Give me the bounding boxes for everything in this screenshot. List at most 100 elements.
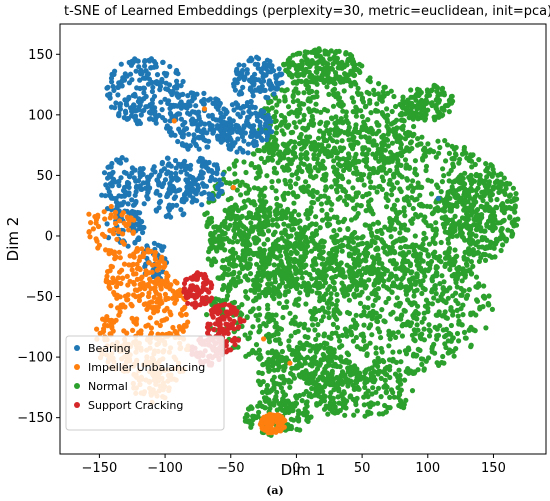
data-point xyxy=(376,256,382,262)
data-point xyxy=(383,389,389,395)
data-point xyxy=(195,187,201,194)
data-point xyxy=(407,140,414,146)
data-point xyxy=(332,178,338,184)
data-point xyxy=(292,139,298,145)
data-point xyxy=(354,273,360,279)
data-point xyxy=(183,142,189,148)
data-point xyxy=(339,393,345,399)
data-point xyxy=(301,112,307,118)
data-point xyxy=(213,296,219,302)
data-point xyxy=(291,200,297,206)
data-point xyxy=(453,346,459,352)
data-point xyxy=(388,271,394,277)
data-point xyxy=(309,231,316,237)
data-point xyxy=(249,79,255,85)
data-point xyxy=(366,277,372,283)
data-point xyxy=(199,163,205,169)
data-point xyxy=(431,295,437,301)
data-point xyxy=(282,94,288,100)
data-point xyxy=(452,247,458,253)
data-point xyxy=(469,158,475,164)
data-point xyxy=(260,74,266,80)
data-point xyxy=(433,154,439,160)
data-point xyxy=(241,123,247,129)
data-point xyxy=(311,155,317,162)
data-point xyxy=(322,187,328,193)
data-point xyxy=(307,284,313,290)
data-point xyxy=(373,142,380,148)
data-point xyxy=(448,93,454,100)
data-point xyxy=(245,295,251,301)
data-point xyxy=(257,323,263,329)
data-point xyxy=(226,211,232,217)
data-point xyxy=(421,367,427,373)
data-point xyxy=(257,312,263,318)
data-point xyxy=(309,363,315,369)
data-point xyxy=(310,189,316,195)
data-point xyxy=(385,131,391,137)
data-point xyxy=(290,276,296,282)
data-point xyxy=(469,187,475,193)
data-point xyxy=(482,207,488,213)
data-point xyxy=(317,128,323,134)
data-point xyxy=(198,169,204,175)
data-point xyxy=(375,220,382,226)
data-point xyxy=(473,241,479,247)
data-point xyxy=(137,77,143,83)
data-point xyxy=(255,170,261,176)
data-point xyxy=(315,168,321,174)
data-point xyxy=(287,346,293,352)
data-point xyxy=(361,304,367,310)
data-point xyxy=(408,244,414,250)
data-point xyxy=(257,193,263,199)
data-point xyxy=(464,256,470,262)
data-point xyxy=(295,193,301,199)
data-point xyxy=(384,364,390,371)
data-point xyxy=(429,87,435,93)
data-point xyxy=(148,65,154,71)
data-point xyxy=(344,333,350,339)
data-point xyxy=(442,138,448,144)
data-point xyxy=(225,142,232,148)
data-point xyxy=(367,340,373,346)
data-point xyxy=(283,215,289,221)
data-point xyxy=(120,77,126,83)
data-point xyxy=(448,305,454,311)
data-point xyxy=(297,218,303,224)
data-point xyxy=(450,312,456,318)
data-point xyxy=(321,296,327,303)
data-point xyxy=(231,141,237,147)
data-point xyxy=(415,136,421,142)
data-point xyxy=(354,287,360,293)
data-point xyxy=(286,70,292,76)
data-point xyxy=(367,79,373,85)
data-point xyxy=(507,192,513,198)
data-point xyxy=(458,174,464,180)
data-point xyxy=(320,244,326,250)
data-point xyxy=(413,242,419,249)
data-point xyxy=(261,241,267,247)
data-point xyxy=(367,226,373,232)
data-point xyxy=(360,151,366,157)
data-point xyxy=(346,179,352,185)
data-point xyxy=(412,281,418,287)
data-point xyxy=(266,285,272,291)
data-point xyxy=(330,363,336,369)
data-point xyxy=(300,242,306,249)
data-point xyxy=(369,391,375,397)
data-point xyxy=(440,166,446,172)
data-point xyxy=(272,208,278,215)
data-point xyxy=(314,108,320,114)
data-point xyxy=(456,338,462,344)
data-point xyxy=(375,326,381,332)
data-point xyxy=(293,298,299,304)
data-point xyxy=(326,334,332,340)
data-point xyxy=(441,360,447,366)
data-point xyxy=(175,94,181,100)
data-point xyxy=(355,386,361,392)
data-point xyxy=(374,189,380,195)
data-point xyxy=(349,95,355,101)
data-point xyxy=(388,234,394,240)
data-point xyxy=(264,137,270,143)
data-point xyxy=(417,184,423,190)
